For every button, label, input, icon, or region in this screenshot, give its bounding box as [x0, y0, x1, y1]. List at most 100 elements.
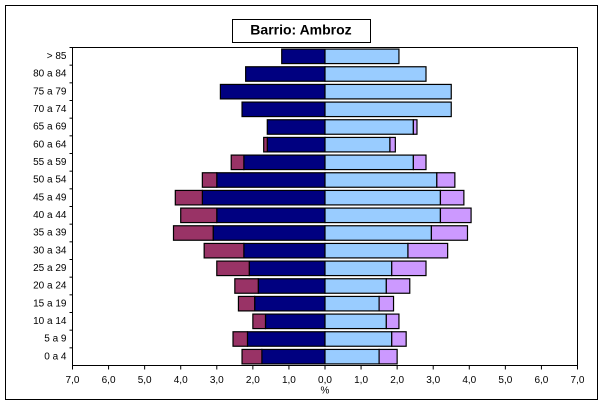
y-tick-label: 35 a 39	[33, 228, 67, 239]
bar	[201, 189, 326, 206]
bar	[324, 278, 387, 294]
x-tick-label: 5,0	[138, 375, 152, 386]
bar	[389, 136, 396, 153]
bar	[324, 225, 433, 241]
y-tick-label: 15 a 19	[33, 298, 67, 309]
bar	[439, 189, 465, 206]
y-tick-label: 45 a 49	[33, 192, 67, 203]
y-tick-label: 80 a 84	[33, 69, 67, 80]
x-tick-label: 3,0	[426, 375, 440, 386]
x-tick-label: 4,0	[174, 375, 188, 386]
x-tick-label: 1,0	[282, 375, 296, 386]
bar	[430, 225, 469, 241]
y-tick-label: 50 a 54	[33, 175, 67, 186]
y-tick-label: 70 a 74	[33, 104, 67, 115]
bar	[237, 295, 256, 312]
x-tick-label: 1,0	[354, 375, 368, 386]
x-tick-label: 2,0	[390, 375, 404, 386]
bar	[412, 119, 418, 135]
bar	[266, 119, 326, 135]
bar	[219, 83, 326, 100]
x-tick-label: 7,0	[66, 375, 80, 386]
bar	[378, 295, 395, 312]
bar	[385, 313, 400, 330]
y-tick-label: 5 a 9	[44, 334, 67, 345]
bar	[324, 172, 438, 188]
bar	[243, 154, 326, 171]
bar	[174, 189, 203, 206]
x-tick-label: 5,0	[498, 375, 512, 386]
bar	[324, 348, 380, 365]
bar	[216, 207, 326, 224]
bar	[216, 172, 326, 188]
bar	[324, 101, 452, 118]
bar	[241, 101, 326, 118]
bar	[385, 278, 411, 294]
bar	[216, 260, 250, 277]
bar	[264, 313, 326, 330]
chart-title: Barrio: Ambroz	[250, 22, 351, 38]
y-tick-label: > 85	[47, 51, 67, 62]
x-tick-label: 0,0	[318, 375, 332, 386]
bar	[324, 119, 414, 135]
y-tick-label: 30 a 34	[33, 245, 67, 256]
bar	[407, 242, 449, 259]
bar	[324, 83, 452, 100]
bar	[324, 154, 414, 171]
plot-area	[72, 47, 578, 366]
y-tick-label: 60 a 64	[33, 139, 67, 150]
bar	[324, 331, 393, 347]
y-tick-label: 25 a 29	[33, 263, 67, 274]
x-tick-label: 3,0	[210, 375, 224, 386]
bar	[266, 136, 326, 153]
bar	[261, 348, 326, 365]
x-axis-label: %	[321, 386, 330, 397]
bar	[241, 348, 263, 365]
bar	[324, 207, 442, 224]
bar	[324, 189, 442, 206]
bar	[180, 207, 218, 224]
bar	[245, 66, 326, 82]
bar	[391, 260, 427, 277]
bar	[230, 154, 245, 171]
bar	[257, 278, 326, 294]
x-tick-label: 2,0	[246, 375, 260, 386]
bar	[324, 66, 427, 82]
bar	[246, 331, 326, 347]
bar	[412, 154, 427, 171]
bar	[252, 313, 267, 330]
x-tick-label: 6,0	[534, 375, 548, 386]
bar	[232, 331, 249, 347]
bar	[243, 242, 326, 259]
y-tick-label: 65 a 69	[33, 122, 67, 133]
y-tick-label: 40 a 44	[33, 210, 67, 221]
bar	[436, 172, 456, 188]
bar	[254, 295, 326, 312]
bar	[378, 348, 398, 365]
x-tick-label: 7,0	[571, 375, 585, 386]
bar	[324, 260, 393, 277]
bar	[324, 295, 380, 312]
bar	[324, 313, 387, 330]
bar	[203, 242, 245, 259]
bar	[439, 207, 472, 224]
y-tick-label: 10 a 14	[33, 316, 67, 327]
bar	[281, 48, 326, 65]
bar	[201, 172, 218, 188]
y-tick-label: 0 a 4	[44, 351, 67, 362]
bar	[391, 331, 407, 347]
y-tick-label: 55 a 59	[33, 157, 67, 168]
x-tick-label: 6,0	[102, 375, 116, 386]
bar	[212, 225, 326, 241]
x-tick-label: 4,0	[462, 375, 476, 386]
y-tick-label: 75 a 79	[33, 86, 67, 97]
bar	[172, 225, 214, 241]
bar	[324, 136, 391, 153]
title-box	[232, 19, 371, 43]
y-tick-label: 20 a 24	[33, 281, 67, 292]
bar	[324, 48, 400, 65]
bar	[263, 136, 268, 153]
bar	[248, 260, 326, 277]
bar	[324, 242, 409, 259]
